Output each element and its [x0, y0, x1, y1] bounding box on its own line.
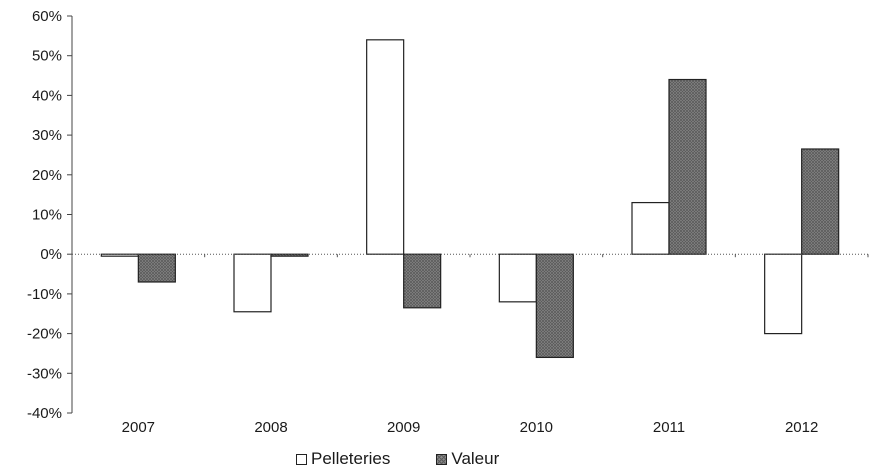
- y-tick-label: 40%: [32, 87, 62, 104]
- legend-item-valeur: Valeur: [436, 449, 499, 469]
- y-tick-label: 30%: [32, 127, 62, 144]
- bar-valeur-2007: [137, 253, 176, 283]
- bar-valeur-2008: [270, 253, 309, 257]
- y-axis: 60% 50% 40% 30% 20% 10% 0% -10% -20% -30% -40%: [27, 8, 73, 422]
- x-axis: 2007 2008 2009 2010 2011 2012: [71, 253, 869, 436]
- bar-pelleteries-2009: [366, 39, 405, 255]
- y-tick-label: 50%: [32, 48, 62, 65]
- x-tick-label: 2012: [785, 419, 818, 436]
- legend-swatch-pelleteries: [296, 453, 307, 465]
- y-tick-label: -20%: [27, 326, 62, 343]
- bars: [100, 39, 840, 359]
- legend-label-pelleteries: Pelleteries: [311, 449, 391, 468]
- x-tick-label: 2010: [520, 419, 553, 436]
- bar-valeur-2012: [801, 148, 840, 255]
- bar-valeur-2009: [403, 253, 442, 309]
- y-tick-label: 10%: [32, 207, 62, 224]
- y-tick-label: -10%: [27, 286, 62, 303]
- y-tick-label: 20%: [32, 167, 62, 184]
- bar-valeur-2011: [668, 78, 707, 255]
- legend-item-pelleteries: Pelleteries: [296, 449, 390, 469]
- y-tick-label: -30%: [27, 365, 62, 382]
- legend: Pelleteries Valeur: [296, 447, 499, 471]
- bar-pelleteries-2012: [764, 253, 803, 335]
- legend-swatch-valeur: [436, 453, 448, 465]
- y-tick-label: -40%: [27, 405, 62, 422]
- bar-pelleteries-2011: [631, 201, 670, 255]
- x-tick-label: 2009: [387, 419, 420, 436]
- y-tick-label: 0%: [40, 246, 62, 263]
- x-tick-label: 2007: [122, 419, 155, 436]
- bar-pelleteries-2008: [233, 253, 272, 313]
- x-tick-label: 2011: [653, 419, 685, 436]
- bar-pelleteries-2010: [498, 253, 537, 303]
- legend-label-valeur: Valeur: [451, 449, 500, 468]
- y-tick-label: 60%: [32, 8, 62, 25]
- x-tick-label: 2008: [254, 419, 287, 436]
- bar-valeur-2010: [535, 253, 574, 359]
